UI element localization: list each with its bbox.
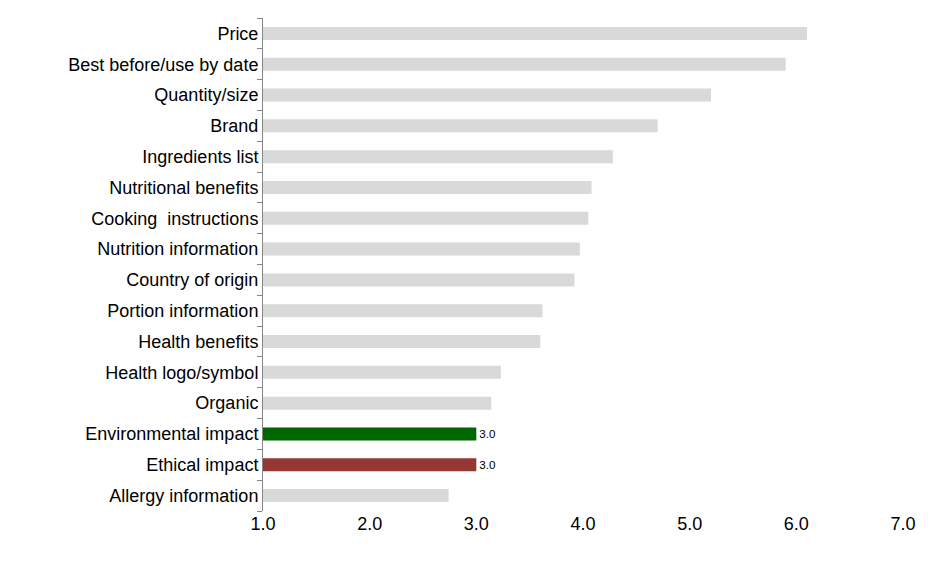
svg-text:5.0: 5.0 [677, 514, 702, 534]
svg-text:Nutrition information: Nutrition information [97, 239, 258, 259]
svg-text:Country of origin: Country of origin [126, 270, 258, 290]
svg-text:Ingredients list: Ingredients list [142, 147, 258, 167]
svg-text:Best before/use by date: Best before/use by date [68, 55, 258, 75]
svg-text:Quantity/size: Quantity/size [154, 85, 258, 105]
svg-text:7.0: 7.0 [890, 514, 915, 534]
svg-text:Environmental impact: Environmental impact [85, 424, 258, 444]
svg-text:Organic: Organic [195, 393, 258, 413]
svg-text:2.0: 2.0 [357, 514, 382, 534]
svg-text:3.0: 3.0 [464, 514, 489, 534]
svg-text:Health logo/symbol: Health logo/symbol [105, 363, 258, 383]
svg-text:Ethical impact: Ethical impact [146, 455, 258, 475]
svg-text:Nutritional benefits: Nutritional benefits [109, 178, 258, 198]
svg-text:4.0: 4.0 [570, 514, 595, 534]
svg-text:Cooking instructions: Cooking instructions [91, 209, 258, 229]
svg-text:Allergy information: Allergy information [109, 486, 258, 506]
svg-text:Price: Price [217, 24, 258, 44]
svg-text:3.0: 3.0 [479, 427, 496, 440]
svg-text:6.0: 6.0 [784, 514, 809, 534]
svg-text:1.0: 1.0 [250, 514, 275, 534]
svg-text:Health benefits: Health benefits [138, 332, 258, 352]
svg-text:3.0: 3.0 [479, 458, 496, 471]
svg-text:Portion information: Portion information [107, 301, 258, 321]
svg-text:Brand: Brand [210, 116, 258, 136]
